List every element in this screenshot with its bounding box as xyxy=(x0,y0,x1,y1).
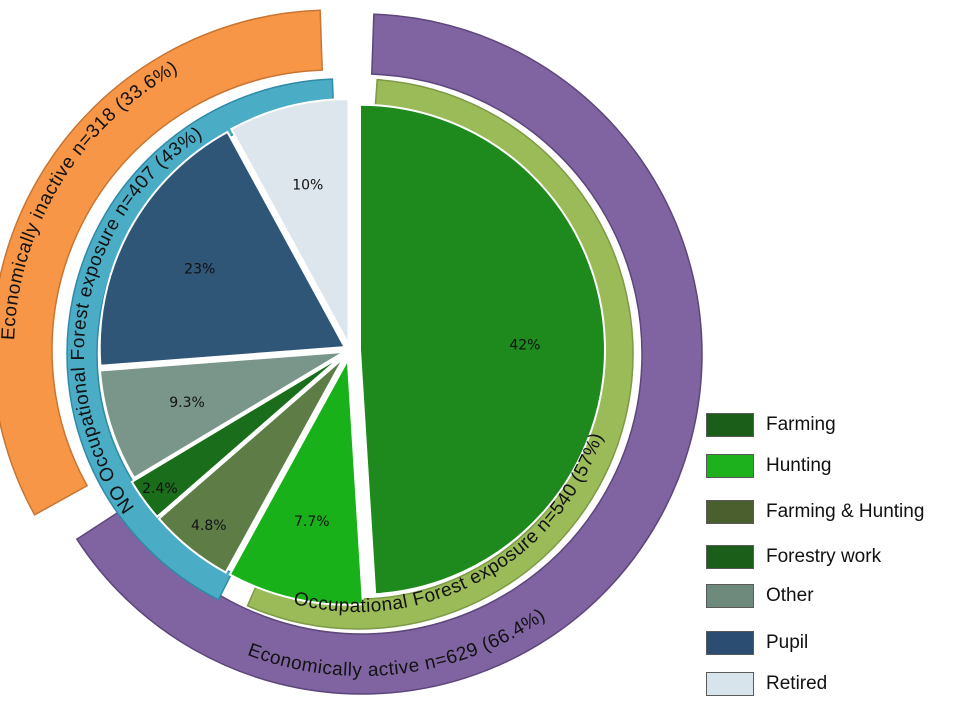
legend-item-retired: Retired xyxy=(706,671,827,697)
legend-swatch xyxy=(706,413,754,437)
legend-swatch xyxy=(706,631,754,655)
slice-label-other: 9.3% xyxy=(169,395,205,411)
legend-label: Other xyxy=(766,585,814,606)
legend-swatch xyxy=(706,672,754,696)
legend: Farming Hunting Farming & Hunting Forest… xyxy=(706,412,956,712)
outer-ring-economically-active xyxy=(75,13,703,695)
pie-slice-other xyxy=(98,350,345,480)
slice-label-retired: 10% xyxy=(292,177,323,193)
middle-ring-no-occupational-exposure xyxy=(66,78,335,601)
slice-label-forestry-work: 42% xyxy=(509,338,540,354)
slice-label-pupil: 23% xyxy=(184,261,215,277)
slice-label-hunting: 7.7% xyxy=(294,514,330,530)
legend-item-other: Other xyxy=(706,583,814,609)
legend-swatch xyxy=(706,454,754,478)
outer-ring xyxy=(0,9,703,695)
pie-slice-forestry-work xyxy=(358,103,606,596)
legend-swatch xyxy=(706,584,754,608)
legend-label: Retired xyxy=(766,673,828,694)
legend-item-hunting: Hunting xyxy=(706,453,832,479)
pie-slice-pupil xyxy=(98,130,347,367)
pie-slice-farming xyxy=(130,355,343,519)
legend-swatch xyxy=(706,500,754,524)
legend-swatch xyxy=(706,545,754,569)
legend-item-pupil: Pupil xyxy=(706,630,808,656)
legend-label: Pupil xyxy=(766,632,809,653)
slice-label-farming-hunting: 4.8% xyxy=(191,518,227,534)
legend-label: Forestry work xyxy=(766,546,882,567)
pie-slice-hunting xyxy=(228,356,365,606)
legend-label: Hunting xyxy=(766,455,832,476)
slice-label-farming: 2.4% xyxy=(142,481,178,497)
legend-item-farming: Farming xyxy=(706,412,836,438)
slice-labels: 42% 7.7% 4.8% 2.4% 9.3% 23% 10% xyxy=(142,177,540,534)
outer-ring-economically-inactive xyxy=(0,9,324,516)
pie-slice-farming-hunting xyxy=(157,357,345,574)
legend-label: Farming xyxy=(766,414,836,435)
legend-item-farming-hunting: Farming & Hunting xyxy=(706,499,924,525)
legend-label: Farming & Hunting xyxy=(766,501,925,522)
inner-pie xyxy=(98,98,606,606)
legend-item-forestry-work: Forestry work xyxy=(706,544,881,570)
pie-slice-retired xyxy=(229,98,350,345)
